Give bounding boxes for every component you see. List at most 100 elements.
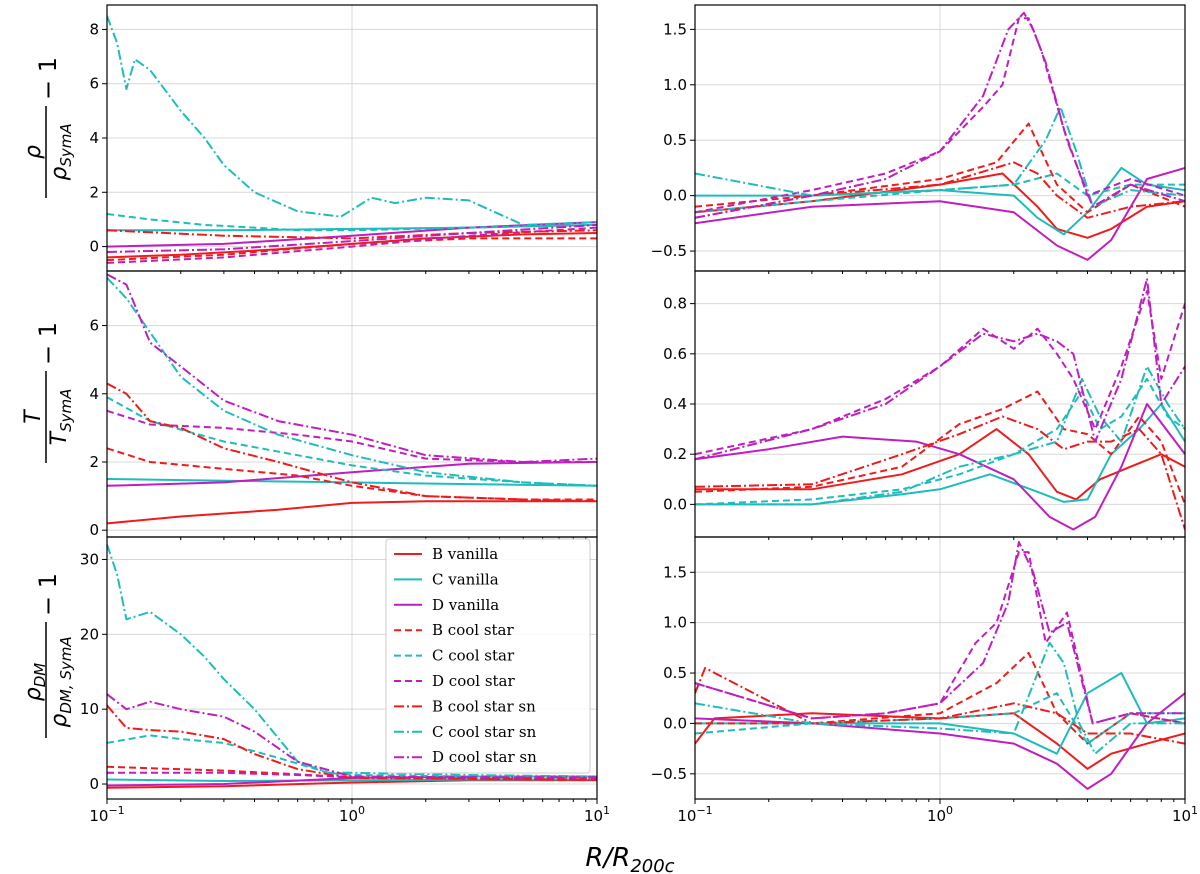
ytick-label: 6 <box>89 317 99 335</box>
x-axis-label: R/R200c <box>585 843 674 874</box>
ytick-label: 2 <box>89 183 99 201</box>
series-line-c-cool-star-sn <box>107 277 597 487</box>
panel-density-right: −0.5 0.0 0.5 1.0 1.5 <box>651 4 1186 276</box>
x-axis-label-main: R/R <box>585 843 630 873</box>
xtick-label: 101 <box>1172 804 1198 825</box>
ytick-label: 1.0 <box>663 76 687 94</box>
series-line-d-cool-star <box>107 409 597 463</box>
ylabel-dm-density-den: ρ <box>47 714 72 728</box>
series-line-b-cool-star-sn <box>107 704 597 781</box>
legend-label: C cool star <box>432 647 515 665</box>
series-line-d-cool-star-sn <box>107 223 597 253</box>
legend: B vanilla C vanilla D vanilla B cool star C … <box>385 538 591 774</box>
svg-text:ρDM: ρDM <box>21 663 49 702</box>
series-line-c-cool-star-sn <box>107 544 597 778</box>
xtick-label: 10−1 <box>677 804 712 825</box>
series-line-c-vanilla <box>107 478 597 487</box>
series-line-c-vanilla <box>695 672 1185 755</box>
ytick-label: 8 <box>89 20 99 38</box>
legend-item: D cool star sn <box>394 748 537 766</box>
panel-dm-density-left: 0 10 20 30 10−1 100 101 <box>80 536 610 825</box>
legend-label: D cool star <box>432 672 515 690</box>
series-line-d-vanilla <box>695 166 1185 261</box>
panels: 0 2 4 6 8 −0.5 0.0 0.5 1.0 1.5 0 2 4 6 0.0 0.2 0.4 0.6 0.8… <box>80 4 1198 825</box>
ytick-label: 0.4 <box>663 395 687 413</box>
ylabel-temperature-num: T <box>21 409 46 424</box>
series-line-d-vanilla <box>695 692 1185 790</box>
ytick-label: 0.2 <box>663 445 687 463</box>
legend-label: B cool star <box>432 621 514 639</box>
series-line-b-cool-star-sn <box>107 382 597 503</box>
series-group <box>107 544 597 789</box>
legend-label: C cool star sn <box>432 723 537 741</box>
ytick-label: 0.0 <box>663 714 687 732</box>
panel-temperature-right: 0.0 0.2 0.4 0.6 0.8 <box>663 270 1186 542</box>
ytick-label: 0.8 <box>663 295 687 313</box>
ylabel-density-den: ρ <box>47 167 72 181</box>
series-line-d-vanilla <box>695 403 1185 531</box>
ytick-label: 4 <box>89 385 99 403</box>
series-line-b-vanilla <box>107 500 597 525</box>
ytick-label: −0.5 <box>651 765 687 783</box>
xtick-label: 100 <box>927 804 953 825</box>
legend-item: B vanilla <box>394 545 498 563</box>
series-line-b-cool-star <box>107 237 597 262</box>
series-group <box>695 541 1185 790</box>
xtick-label: 100 <box>339 804 365 825</box>
svg-text:ρSymA: ρSymA <box>47 123 75 180</box>
legend-item: B cool star sn <box>394 697 536 715</box>
series-line-b-cool-star <box>107 447 597 501</box>
ylabel-dm-density-num-sub: DM <box>31 663 49 688</box>
ytick-label: 0 <box>89 238 99 256</box>
ylabel-dm-density-num: ρ <box>21 687 46 701</box>
legend-item: C cool star <box>394 647 515 665</box>
legend-item: C vanilla <box>394 570 499 588</box>
panel-dm-density-right: −0.5 0.0 0.5 1.0 1.5 10−1 100 101 <box>651 536 1198 825</box>
ylabel-temperature-den-sub: SymA <box>57 389 75 432</box>
ylabel-density: ρ ρSymA − 1 <box>21 57 75 198</box>
ylabel-temperature-suffix: − 1 <box>34 322 62 365</box>
ytick-label: 0.0 <box>663 495 687 513</box>
series-line-b-cool-star-sn <box>695 161 1185 219</box>
series-line-c-cool-star-sn <box>107 15 597 226</box>
series-line-b-cool-star <box>695 390 1185 505</box>
series-line-b-cool-star-sn <box>695 415 1185 530</box>
ytick-label: 1.5 <box>663 563 687 581</box>
series-line-d-cool-star <box>695 290 1185 456</box>
ytick-label: 0 <box>89 775 99 793</box>
series-line-b-cool-star-sn <box>107 229 597 240</box>
series-line-b-cool-star-sn <box>695 667 1185 745</box>
series-line-d-cool-star-sn <box>107 273 597 463</box>
panel-density-left: 0 2 4 6 8 <box>89 4 598 276</box>
series-line-d-vanilla <box>107 221 597 248</box>
series-group <box>107 273 597 525</box>
xtick-label: 101 <box>584 804 610 825</box>
legend-label: D cool star sn <box>432 748 537 766</box>
ylabel-density-den-sub: SymA <box>57 123 75 166</box>
series-line-d-cool-star <box>107 226 597 264</box>
series-line-d-cool-star-sn <box>695 11 1185 219</box>
series-line-d-vanilla <box>107 461 597 487</box>
ytick-label: 0.6 <box>663 345 687 363</box>
ylabel-temperature: T TSymA − 1 <box>21 322 75 463</box>
legend-item: D cool star <box>394 672 515 690</box>
ytick-label: 1.5 <box>663 20 687 38</box>
ytick-label: 10 <box>80 700 99 718</box>
series-line-c-cool-star-sn <box>695 641 1185 755</box>
series-line-d-cool-star-sn <box>695 541 1185 725</box>
ylabel-dm-density: ρDM ρDM, SymA − 1 <box>21 573 75 738</box>
legend-label: B vanilla <box>432 545 498 563</box>
legend-label: B cool star sn <box>432 697 536 715</box>
ytick-label: 4 <box>89 129 99 147</box>
ytick-label: 20 <box>80 625 99 643</box>
ylabel-density-num: ρ <box>21 145 46 159</box>
ytick-label: 0.0 <box>663 187 687 205</box>
series-line-c-cool-star <box>107 213 597 232</box>
ylabel-dm-density-den-sub: DM, SymA <box>57 636 75 713</box>
ytick-label: −0.5 <box>651 242 687 260</box>
series-group <box>695 277 1185 531</box>
ytick-label: 0.5 <box>663 131 687 149</box>
ytick-label: 30 <box>80 550 99 568</box>
series-line-b-cool-star <box>695 651 1185 745</box>
